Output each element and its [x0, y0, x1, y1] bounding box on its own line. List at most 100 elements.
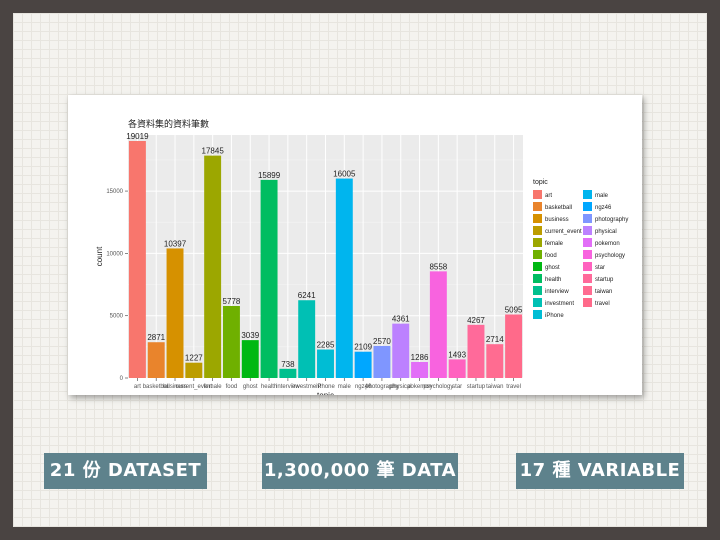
x-tick-label: photography — [365, 384, 398, 390]
value-label: 6241 — [298, 291, 316, 300]
value-label: 1286 — [411, 353, 429, 362]
legend-label-pokemon: pokemon — [595, 241, 620, 247]
x-tick-label: interview — [276, 384, 300, 390]
bar-interview — [279, 368, 297, 378]
legend-swatch-photography — [583, 214, 592, 223]
bar-investment — [298, 300, 316, 378]
x-tick-label: current_event — [175, 384, 212, 390]
value-label: 1493 — [448, 350, 466, 359]
value-label: 16005 — [333, 170, 356, 179]
x-tick-label: male — [338, 384, 352, 390]
legend-label-investment: investment — [545, 301, 574, 307]
legend-swatch-investment — [533, 298, 542, 307]
value-label: 738 — [281, 360, 295, 369]
bar-startup — [467, 324, 485, 378]
value-label: 17845 — [202, 147, 225, 156]
legend-swatch-pokemon — [583, 238, 592, 247]
legend-label-iPhone: iPhone — [545, 313, 564, 319]
bar-pokemon — [411, 361, 429, 378]
legend-swatch-ngz46 — [583, 202, 592, 211]
value-label: 3039 — [241, 331, 259, 340]
slide-background: 19019 2871 10397 1227 17845 5778 3039 15899 738 6… — [13, 13, 707, 527]
x-tick-label: ghost — [243, 384, 258, 390]
legend-label-basketball: basketball — [545, 205, 572, 211]
legend-swatch-male — [583, 190, 592, 199]
legend-swatch-art — [533, 190, 542, 199]
x-tick-label: health — [261, 384, 277, 390]
data-count-badge: 1,300,000 筆 DATA — [262, 453, 458, 489]
value-label: 19019 — [126, 132, 149, 141]
bar-psychology — [429, 271, 447, 378]
legend-label-business: business — [545, 217, 569, 223]
y-tick-label: 10000 — [106, 251, 123, 257]
legend-swatch-female — [533, 238, 542, 247]
value-label: 2871 — [147, 333, 165, 342]
value-label: 1227 — [185, 354, 203, 363]
legend-label-art: art — [545, 193, 552, 199]
x-tick-label: taiwan — [486, 384, 503, 390]
bar-chart: 19019 2871 10397 1227 17845 5778 3039 15899 738 6… — [95, 118, 628, 395]
legend-swatch-travel — [583, 298, 592, 307]
legend-label-star: star — [595, 265, 605, 271]
bar-art — [128, 140, 146, 378]
x-tick-label: ngz46 — [355, 384, 372, 390]
legend-label-photography: photography — [595, 217, 628, 223]
bar-current_event — [185, 362, 203, 378]
y-tick-label: 5000 — [110, 314, 124, 320]
legend-swatch-business — [533, 214, 542, 223]
legend-label-physical: physical — [595, 229, 617, 235]
value-label: 8558 — [429, 262, 447, 271]
x-tick-label: business — [163, 384, 187, 390]
bar-ngz46 — [354, 351, 372, 378]
value-label: 5095 — [505, 306, 523, 315]
value-label: 2714 — [486, 335, 504, 344]
legend-swatch-food — [533, 250, 542, 259]
legend-label-taiwan: taiwan — [595, 289, 612, 295]
dataset-count-badge: 21 份 DATASET — [44, 453, 207, 489]
legend-label-current_event: current_event — [545, 229, 582, 235]
value-label: 2285 — [317, 341, 335, 350]
variable-count-badge: 17 種 VARIABLE — [516, 453, 684, 489]
x-tick-label: basketball — [143, 384, 170, 390]
x-tick-label: travel — [506, 384, 521, 390]
bar-star — [448, 359, 466, 378]
bar-photography — [373, 345, 391, 378]
legend-swatch-taiwan — [583, 286, 592, 295]
x-tick-label: startup — [467, 384, 486, 390]
legend-label-startup: startup — [595, 277, 614, 283]
x-tick-label: pokemon — [407, 384, 432, 390]
value-label: 2109 — [354, 343, 372, 352]
bar-female — [204, 155, 222, 378]
legend-swatch-interview — [533, 286, 542, 295]
legend-label-food: food — [545, 253, 557, 259]
legend-swatch-psychology — [583, 250, 592, 259]
x-tick-label: iPhone — [316, 384, 335, 390]
bar-ghost — [241, 340, 259, 378]
bar-basketball — [147, 342, 165, 378]
legend-swatch-physical — [583, 226, 592, 235]
legend-label-psychology: psychology — [595, 253, 625, 259]
bar-travel — [505, 314, 523, 378]
bar-health — [260, 179, 278, 378]
x-axis-title: topic — [317, 391, 334, 395]
value-label: 15899 — [258, 171, 281, 180]
x-tick-label: psychology — [423, 384, 453, 390]
legend-label-ngz46: ngz46 — [595, 205, 612, 211]
chart-title: 各資料集的資料筆數 — [128, 118, 209, 129]
legend-swatch-current_event — [533, 226, 542, 235]
legend-swatch-basketball — [533, 202, 542, 211]
bar-taiwan — [486, 344, 504, 378]
bar-iPhone — [317, 349, 334, 378]
legend-label-female: female — [545, 241, 564, 247]
legend-swatch-star — [583, 262, 592, 271]
value-label: 5778 — [223, 297, 241, 306]
legend-swatch-health — [533, 274, 542, 283]
bar-physical — [392, 323, 410, 378]
bar-business — [166, 248, 184, 378]
x-tick-label: star — [452, 384, 462, 390]
x-tick-label: investment — [292, 384, 321, 390]
value-label: 10397 — [164, 239, 187, 248]
value-label: 4267 — [467, 316, 485, 325]
y-tick-label: 15000 — [106, 189, 123, 195]
